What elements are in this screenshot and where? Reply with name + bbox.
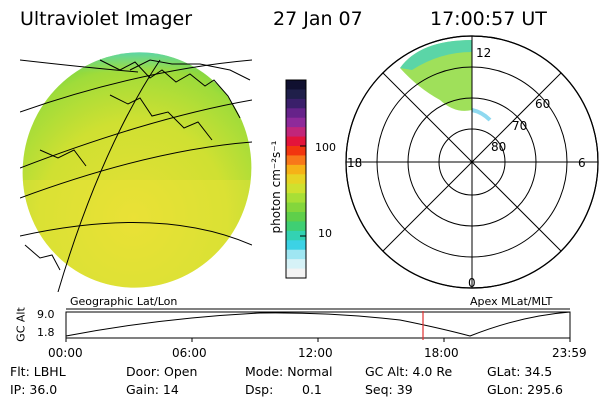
- timeline-tick-0600: 06:00: [172, 346, 207, 360]
- status-glat: GLat: 34.5: [487, 364, 553, 379]
- colorbar-segment: [286, 117, 306, 128]
- status-door: Door: Open: [126, 364, 198, 379]
- time-label: 17:00:57 UT: [430, 8, 547, 30]
- colorbar-segment: [286, 202, 306, 213]
- lat-line: [20, 221, 252, 246]
- lon-line: [20, 59, 139, 73]
- mlt-label-6: 6: [578, 156, 586, 170]
- status-dsp-value: 0.1: [302, 382, 322, 397]
- polar-plot: [345, 35, 599, 289]
- lat-line: [20, 59, 252, 113]
- lon-line: [57, 59, 161, 292]
- timeline-left-label: Geographic Lat/Lon: [70, 295, 178, 308]
- colorbar-segment: [286, 146, 306, 157]
- mlt-label-0: 0: [468, 276, 476, 290]
- gc-alt-axis-title: GC Alt: [14, 307, 28, 342]
- timeline-right-label: Apex MLat/MLT: [470, 295, 553, 308]
- status-ip: IP: 36.0: [10, 382, 58, 397]
- colorbar-segment: [286, 89, 306, 100]
- timeline-frame: [65, 311, 571, 339]
- colorbar-segment: [286, 174, 306, 185]
- status-gain: Gain: 14: [126, 382, 179, 397]
- colorbar-tick-100: 100: [315, 141, 336, 154]
- colorbar-segment: [286, 155, 306, 166]
- timeline-tick-1200: 12:00: [298, 346, 333, 360]
- mlt-label-18: 18: [347, 156, 363, 170]
- colorbar-segment: [286, 221, 306, 232]
- colorbar-segment: [286, 80, 306, 91]
- colorbar-segment: [286, 183, 306, 194]
- mlat-label-70: 70: [512, 119, 528, 133]
- mlt-label-12: 12: [476, 46, 492, 60]
- status-flt: Flt: LBHL: [10, 364, 66, 379]
- status-gc-alt: GC Alt: 4.0 Re: [365, 364, 453, 379]
- colorbar-segment: [286, 164, 306, 175]
- colorbar-segment: [286, 240, 306, 251]
- colorbar: [285, 79, 307, 279]
- colorbar-unit-label: photon cm⁻²s⁻¹: [269, 140, 283, 234]
- altitude-curve: [65, 311, 571, 337]
- timeline-tick-1800: 18:00: [424, 346, 459, 360]
- colorbar-segment: [286, 249, 306, 260]
- colorbar-segment: [286, 127, 306, 138]
- gc-alt-bottom-value: 1.8: [37, 326, 55, 339]
- status-glon: GLon: 295.6: [487, 382, 563, 397]
- earth-disk: [22, 52, 252, 288]
- status-dsp-label: Dsp:: [245, 382, 274, 397]
- status-mode: Mode: Normal: [245, 364, 333, 379]
- coastline: [39, 59, 251, 167]
- mlat-label-60: 60: [535, 97, 551, 111]
- earth-disk-map: [20, 45, 252, 292]
- colorbar-segment: [286, 268, 306, 279]
- colorbar-segment: [286, 193, 306, 204]
- colorbar-segment: [286, 108, 306, 119]
- instrument-title: Ultraviolet Imager: [20, 8, 193, 30]
- colorbar-segment: [286, 259, 306, 270]
- lat-line: [20, 141, 252, 199]
- gc-alt-top-value: 9.0: [37, 308, 55, 321]
- colorbar-tick-10: 10: [318, 227, 332, 240]
- mlt-diagonal: [382, 72, 562, 252]
- colorbar-segment: [286, 98, 306, 109]
- altitude-timeline: [65, 308, 571, 342]
- colorbar-segment: [286, 212, 306, 223]
- colorbar-segment: [286, 136, 306, 147]
- date-label: 27 Jan 07: [273, 8, 363, 30]
- timeline-tick-0000: 00:00: [48, 346, 83, 360]
- colorbar-segment: [286, 230, 306, 241]
- mlat-label-80: 80: [491, 140, 507, 154]
- lat-line: [20, 99, 252, 169]
- timeline-tick-2359: 23:59: [552, 346, 587, 360]
- status-seq: Seq: 39: [365, 382, 413, 397]
